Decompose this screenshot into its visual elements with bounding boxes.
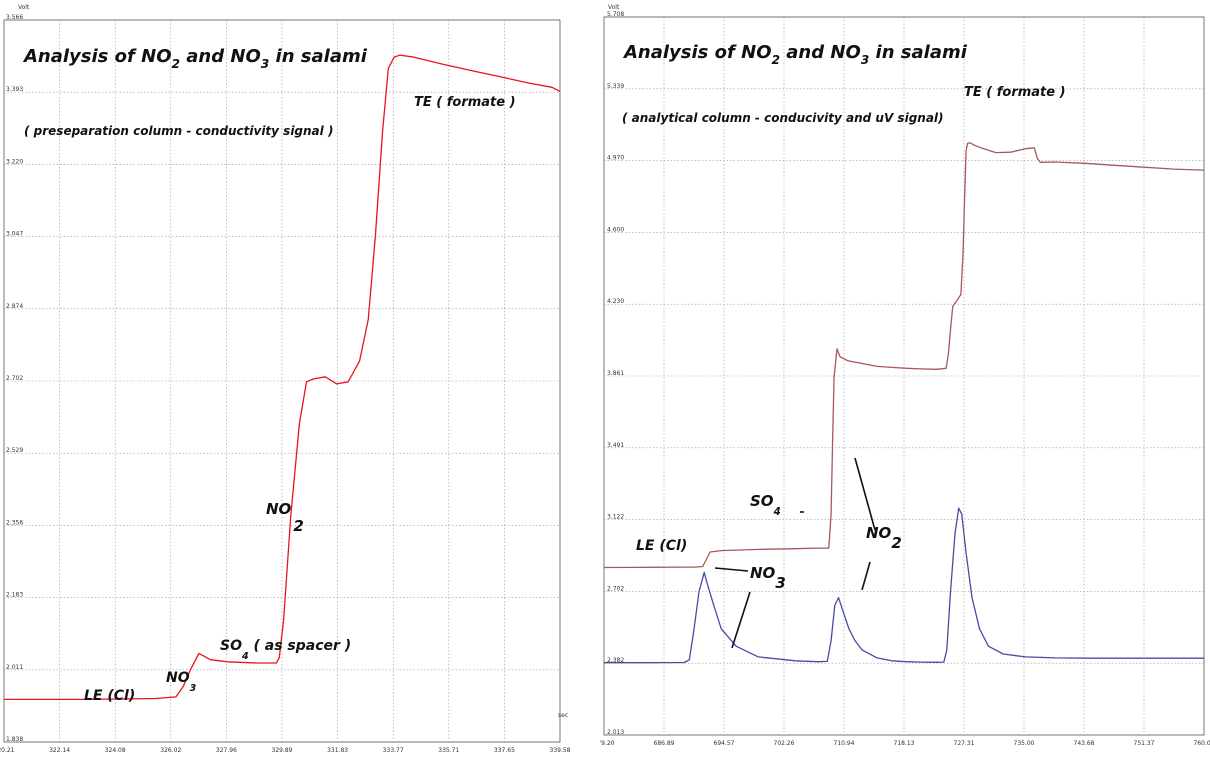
right-y-tick-label: 2.013 <box>607 729 624 736</box>
right-x-tick-label: 710.94 <box>834 740 855 747</box>
right-x-tick-label: 760.06 <box>1194 740 1210 747</box>
leader-no3-top <box>714 567 749 572</box>
annotation-no3-right: NO3 <box>750 564 786 592</box>
right-y-tick-label: 3.861 <box>607 370 624 377</box>
left-y-tick-label: 2.356 <box>6 519 23 526</box>
chart-title-right: Analysis of NO2 and NO3 in salami <box>622 42 968 67</box>
right-y-tick-label: 2.382 <box>607 657 624 664</box>
right-y-tick-label: 2.702 <box>607 585 624 592</box>
left-x-tick-label: 333.77 <box>383 747 404 754</box>
right-y-tick-label: 5.708 <box>607 11 624 18</box>
right-series-line-1 <box>603 142 1205 569</box>
left-y-tick-label: 2.011 <box>6 664 23 671</box>
right-y-tick-label: 3.122 <box>607 514 624 521</box>
right-x-tick-label: 727.31 <box>954 740 975 747</box>
leader-no2-top <box>854 457 876 531</box>
leader-lines-right <box>714 457 876 649</box>
annotation-le-left: LE (Cl) <box>84 688 135 704</box>
leader-no2-bottom <box>861 561 871 591</box>
left-y-tick-label: 3.047 <box>6 231 23 238</box>
annotation-te-right: TE ( formate ) <box>964 85 1066 100</box>
left-x-tick-label: 335.71 <box>438 747 459 754</box>
grid-left <box>3 19 561 743</box>
left-y-tick-label: 2.702 <box>6 375 23 382</box>
left-x-tick-label: 327.96 <box>216 747 237 754</box>
left-x-tick-label: 326.02 <box>160 747 181 754</box>
series-left <box>4 54 561 701</box>
right-x-tick-label: 679.20 <box>600 740 615 747</box>
annotation-no3-left: NO3 <box>166 670 197 694</box>
right-x-tick-label: 751.37 <box>1134 740 1155 747</box>
series-right <box>603 142 1205 664</box>
right-y-tick-label: 3.491 <box>607 442 624 449</box>
right-x-tick-label: 735.00 <box>1014 740 1035 747</box>
left-y-tick-label: 3.393 <box>6 86 23 93</box>
left-y-tick-label: 2.183 <box>6 592 23 599</box>
left-x-tick-label: 322.14 <box>49 747 70 754</box>
left-x-tick-label: 324.08 <box>105 747 126 754</box>
right-y-tick-label: 4.600 <box>607 226 624 233</box>
left-x-tick-label: 329.89 <box>272 747 293 754</box>
right-y-tick-label: 4.230 <box>607 298 624 305</box>
ticks-left: 320.21 322.14 324.08 326.02 327.96 329.89 331.… <box>0 14 570 754</box>
left-y-tick-label: 2.529 <box>6 447 23 454</box>
chart-right: 679.20 686.89 694.57 702.26 710.94 718.13 727.… <box>600 4 1210 747</box>
left-y-tick-label: 1.838 <box>6 736 23 743</box>
chart-title-left: Analysis of NO2 and NO3 in salami <box>22 46 368 71</box>
annotation-so4-left: SO4 ( as spacer ) <box>220 638 351 662</box>
annotation-te-left: TE ( formate ) <box>414 95 516 110</box>
left-y-tick-label: 3.566 <box>6 14 23 21</box>
right-x-tick-label: 702.26 <box>774 740 795 747</box>
right-x-tick-label: 743.68 <box>1074 740 1095 747</box>
right-y-tick-label: 5.339 <box>607 83 624 90</box>
right-y-tick-label: 4.970 <box>607 155 624 162</box>
y-unit-left: Volt <box>18 4 30 11</box>
ticks-right: 679.20 686.89 694.57 702.26 710.94 718.13 727.… <box>600 11 1210 747</box>
left-x-tick-label: 331.83 <box>327 747 348 754</box>
left-x-tick-label: 339.58 <box>550 747 571 754</box>
left-x-tick-label: 320.21 <box>0 747 15 754</box>
y-unit-right: Volt <box>608 4 620 11</box>
chart-subtitle-left: ( preseparation column - conductivity si… <box>24 124 333 138</box>
annotation-so4-right: SO4 <box>750 492 781 518</box>
left-y-tick-label: 3.220 <box>6 158 23 165</box>
chart-panel-right: 679.20 686.89 694.57 702.26 710.94 718.13 727.… <box>600 0 1210 764</box>
grid-right <box>603 16 1205 736</box>
annotation-no2-right: NO2 <box>866 524 902 552</box>
left-y-tick-label: 2.874 <box>6 303 23 310</box>
x-unit-left: sec <box>558 712 568 719</box>
right-series-line-2 <box>604 507 1204 664</box>
annotation-le-right: LE (Cl) <box>636 538 687 554</box>
right-x-tick-label: 694.57 <box>714 740 735 747</box>
annotation-no2-left: NO2 <box>266 500 304 535</box>
right-x-tick-label: 718.13 <box>894 740 915 747</box>
chart-left: 320.21 322.14 324.08 326.02 327.96 329.89 331.… <box>0 4 570 754</box>
chart-subtitle-right: ( analytical column - conducivity and uV… <box>622 111 944 125</box>
left-series-line-1 <box>4 54 561 701</box>
leader-no3-bottom <box>731 591 751 649</box>
right-x-tick-label: 686.89 <box>654 740 675 747</box>
chart-panel-left: 320.21 322.14 324.08 326.02 327.96 329.89 331.… <box>0 0 570 764</box>
left-x-tick-label: 337.65 <box>494 747 515 754</box>
